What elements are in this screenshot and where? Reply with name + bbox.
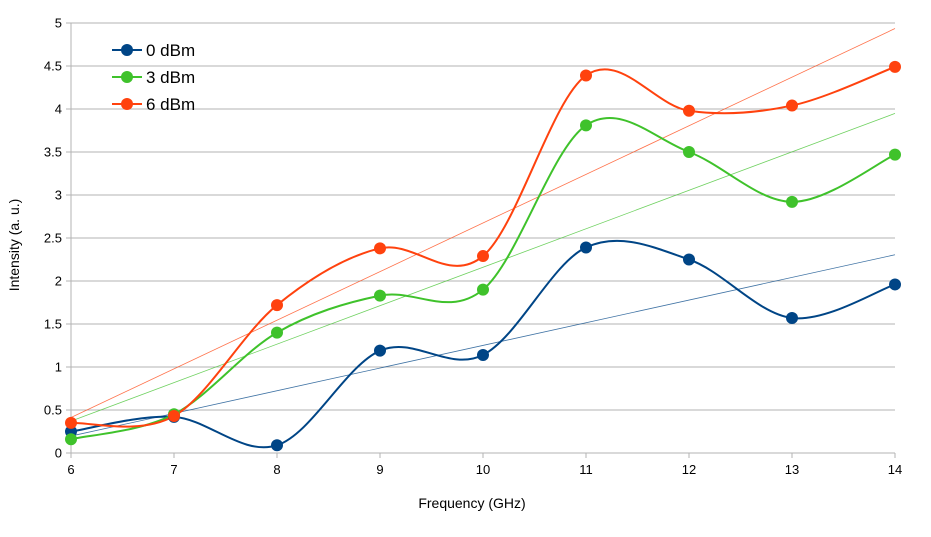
trendline-3: [70, 28, 896, 418]
y-tick-label: 1: [55, 360, 62, 375]
data-point: [271, 299, 283, 312]
data-point: [271, 439, 283, 452]
legend-label: 0 dBm: [146, 41, 195, 60]
legend: 0 dBm 3 dBm 6 dBm: [112, 41, 195, 114]
data-point: [683, 104, 695, 117]
legend-marker: [121, 98, 133, 110]
data-point: [477, 348, 489, 361]
y-tick-label: 2: [55, 274, 62, 289]
x-tick-label: 6: [67, 462, 74, 477]
x-tick-label: 7: [170, 462, 177, 477]
data-point: [786, 99, 798, 112]
data-point: [271, 326, 283, 339]
data-point: [683, 146, 695, 158]
x-tick-label: 11: [579, 462, 593, 477]
x-tick-label: 10: [476, 462, 490, 477]
y-tick-label: 4: [55, 102, 62, 117]
legend-label: 3 dBm: [146, 68, 195, 87]
data-point: [65, 416, 77, 429]
y-tick-label: 1.5: [44, 317, 62, 332]
legend-marker: [121, 44, 133, 56]
data-point: [683, 253, 695, 266]
y-tick-label: 0.5: [44, 403, 62, 418]
data-point: [786, 311, 798, 324]
grid-lines: [66, 22, 896, 458]
y-tick-label: 0: [55, 446, 62, 461]
y-tick-label: 2.5: [44, 231, 62, 246]
y-axis-title: Intensity (a. u.): [6, 199, 22, 292]
data-point: [477, 283, 489, 296]
data-point: [889, 60, 901, 73]
legend-marker: [121, 71, 133, 83]
data-point: [374, 344, 386, 357]
data-point: [374, 242, 386, 255]
data-point: [580, 119, 592, 132]
y-tick-labels: 0 0.5 1 1.5 2 2.5 3 3.5 4 4.5 5: [44, 16, 62, 461]
x-tick-label: 12: [682, 462, 696, 477]
y-tick-label: 5: [55, 16, 62, 31]
data-point: [580, 241, 592, 254]
data-point: [374, 289, 386, 302]
axes: [70, 23, 895, 454]
y-tick-label: 4.5: [44, 59, 62, 74]
x-tick-label: 8: [273, 462, 280, 477]
data-point: [477, 250, 489, 263]
series-line-1: [70, 239, 896, 449]
series-line-3: [70, 65, 896, 428]
data-point: [168, 410, 180, 423]
x-tick-labels: 6 7 8 9 10 11 12 13 14: [67, 462, 902, 477]
x-tick-label: 13: [785, 462, 799, 477]
trendline-2: [70, 113, 896, 422]
trendline-1: [70, 254, 896, 437]
x-tick-label: 9: [376, 462, 383, 477]
data-point: [580, 69, 592, 82]
x-tick-label: 14: [888, 462, 902, 477]
data-point: [65, 433, 77, 446]
legend-label: 6 dBm: [146, 95, 195, 114]
series-points: [65, 60, 901, 452]
data-point: [786, 195, 798, 208]
x-axis-title: Frequency (GHz): [418, 495, 525, 511]
series-line-2: [70, 117, 896, 441]
data-point: [889, 148, 901, 161]
data-point: [889, 278, 901, 291]
y-tick-label: 3: [55, 188, 62, 203]
trendlines: [70, 28, 896, 437]
y-tick-label: 3.5: [44, 145, 62, 160]
